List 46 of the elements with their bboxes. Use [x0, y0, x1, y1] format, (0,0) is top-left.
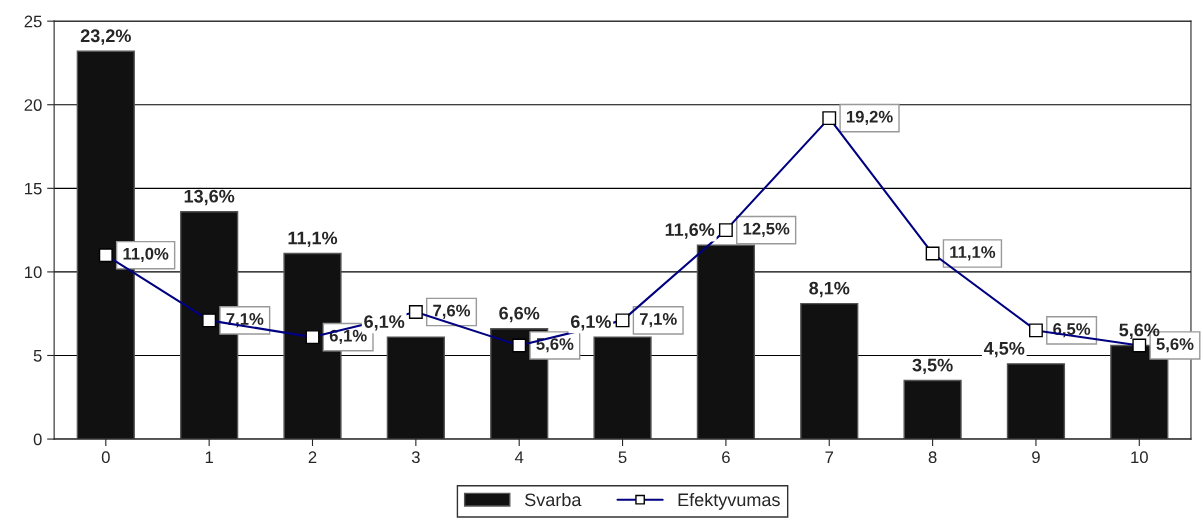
data-label: 13,6% — [184, 189, 235, 206]
y-tick-label: 0 — [33, 433, 42, 446]
data-label: 23,2% — [80, 29, 131, 45]
x-tick-label: 1 — [205, 451, 213, 463]
data-label: 5,6% — [536, 338, 574, 353]
bar — [800, 302, 859, 440]
bar — [696, 244, 756, 440]
x-tick-label: 2 — [308, 451, 317, 463]
data-label: 19,2% — [846, 110, 893, 126]
legend-label: Svarba — [525, 492, 582, 507]
x-tick-label: 10 — [1131, 451, 1148, 464]
data-label: 11,1% — [288, 231, 338, 248]
bar — [593, 336, 652, 440]
data-label: 3,5% — [912, 358, 953, 375]
x-tick-label: 8 — [928, 451, 937, 464]
data-label: 4,5% — [983, 341, 1025, 358]
data-label: 6,1% — [364, 315, 405, 331]
y-tick-label: 25 — [24, 15, 42, 28]
bar — [903, 379, 962, 440]
data-label: 8,1% — [809, 281, 850, 298]
data-label: 7,1% — [226, 313, 264, 328]
data-label: 11,6% — [665, 223, 715, 239]
bar — [1006, 363, 1066, 440]
x-tick-label: 6 — [722, 451, 730, 464]
legend-label: Efektyvumas — [678, 492, 780, 510]
data-label: 7,1% — [639, 313, 677, 328]
data-label: 12,5% — [743, 222, 790, 238]
data-label: 5,6% — [1156, 338, 1194, 353]
data-label: 6,1% — [570, 315, 611, 331]
bar — [386, 336, 445, 440]
x-tick-label: 4 — [514, 451, 524, 463]
y-tick-label: 10 — [25, 266, 42, 279]
y-tick-label: 20 — [24, 99, 42, 111]
x-tick-label: 3 — [411, 451, 420, 464]
x-tick-label: 7 — [825, 451, 834, 463]
data-label: 6,5% — [1053, 323, 1091, 338]
data-label: 11,0% — [123, 247, 169, 263]
data-label: 11,1% — [950, 246, 996, 261]
x-tick-label: 0 — [101, 451, 110, 464]
data-label: 7,6% — [433, 304, 471, 319]
x-tick-label: 9 — [1032, 451, 1040, 464]
data-label: 5,6% — [1119, 323, 1160, 339]
y-tick-label: 15 — [25, 182, 42, 195]
data-label: 6,6% — [499, 306, 540, 323]
x-tick-label: 5 — [618, 451, 627, 464]
y-tick-label: 5 — [33, 350, 42, 362]
